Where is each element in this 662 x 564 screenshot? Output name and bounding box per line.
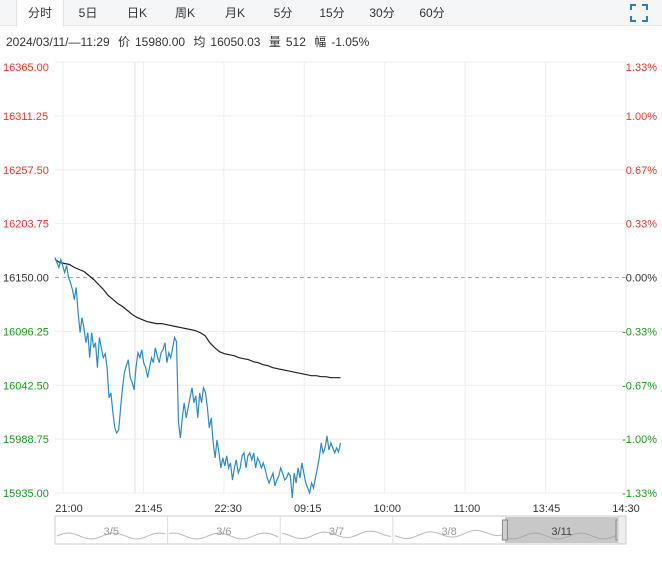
avg-label: 均 xyxy=(193,35,206,49)
tab-intraday[interactable]: 分时 xyxy=(16,0,64,27)
fullscreen-icon[interactable] xyxy=(630,4,648,22)
tab-monthly-k[interactable]: 月K xyxy=(224,6,245,20)
y-right-tick-label: -0.33% xyxy=(622,326,657,338)
y-left-tick-label: 16203.75 xyxy=(3,219,49,231)
y-left-tick-label: 15935.00 xyxy=(3,488,49,500)
tab-60min[interactable]: 60分 xyxy=(419,6,445,20)
x-tick-label: 11:00 xyxy=(453,503,480,515)
y-right-tick-label: 0.33% xyxy=(626,219,657,231)
navigator-day-label: 3/8 xyxy=(441,526,456,538)
tab-15min[interactable]: 15分 xyxy=(319,6,345,20)
x-tick-label: 21:00 xyxy=(55,503,83,515)
y-right-tick-label: 1.33% xyxy=(626,62,657,74)
y-left-tick-label: 16257.50 xyxy=(3,165,49,177)
period-tab-bar: 分时 5日 日K 周K 月K 5分 15分 30分 60分 xyxy=(0,0,662,27)
navigator-day-label: 3/7 xyxy=(329,526,344,538)
y-left-tick-label: 16150.00 xyxy=(3,273,49,285)
navigator-scrollbar[interactable] xyxy=(617,515,627,545)
price-label: 价 xyxy=(117,35,130,49)
x-tick-label: 13:45 xyxy=(533,503,561,515)
change-value: -1.05% xyxy=(331,35,370,49)
y-right-tick-label: 1.00% xyxy=(626,111,657,123)
x-tick-label: 09:15 xyxy=(294,503,322,515)
navigator-sparkline xyxy=(56,532,166,540)
x-tick-label: 10:00 xyxy=(374,503,402,515)
tab-weekly-k[interactable]: 周K xyxy=(174,6,195,20)
navigator-day-label: 3/6 xyxy=(216,526,231,538)
avg-value: 16050.03 xyxy=(210,35,261,49)
y-left-tick-label: 16042.50 xyxy=(3,380,49,392)
navigator-day-label: 3/11 xyxy=(551,526,572,538)
y-right-tick-label: 0.67% xyxy=(626,165,657,177)
tab-5day[interactable]: 5日 xyxy=(78,6,98,20)
x-tick-label: 14:30 xyxy=(612,503,640,515)
y-left-tick-label: 15988.75 xyxy=(3,434,49,446)
navigator-day-label: 3/5 xyxy=(104,526,119,538)
average-price-line xyxy=(54,258,341,379)
price-value: 15980.00 xyxy=(135,35,186,49)
tab-5min[interactable]: 5分 xyxy=(273,6,293,20)
y-left-tick-label: 16311.25 xyxy=(3,111,48,123)
navigator-selection-window xyxy=(505,517,618,543)
navigator-sparkline xyxy=(282,530,391,540)
y-right-tick-label: -0.67% xyxy=(622,380,657,392)
quote-datetime: 2024/03/11/—11:29 xyxy=(6,35,110,49)
tab-30min[interactable]: 30分 xyxy=(369,6,395,20)
volume-value: 512 xyxy=(285,35,306,49)
volume-label: 量 xyxy=(268,35,281,49)
x-tick-label: 21:45 xyxy=(135,503,163,515)
y-right-tick-label: -1.33% xyxy=(622,488,657,500)
y-left-tick-label: 16096.25 xyxy=(3,326,49,338)
change-label: 幅 xyxy=(314,35,327,49)
y-left-tick-label: 16365.00 xyxy=(3,62,49,74)
price-line xyxy=(54,257,342,499)
x-tick-label: 22:30 xyxy=(214,503,242,515)
navigator-sparkline xyxy=(169,532,279,540)
y-right-tick-label: 0.00% xyxy=(626,273,657,285)
navigator-left-handle[interactable] xyxy=(501,519,508,541)
navigator-sparkline xyxy=(394,529,504,540)
y-right-tick-label: -1.00% xyxy=(622,434,657,446)
tab-daily-k[interactable]: 日K xyxy=(126,6,147,20)
